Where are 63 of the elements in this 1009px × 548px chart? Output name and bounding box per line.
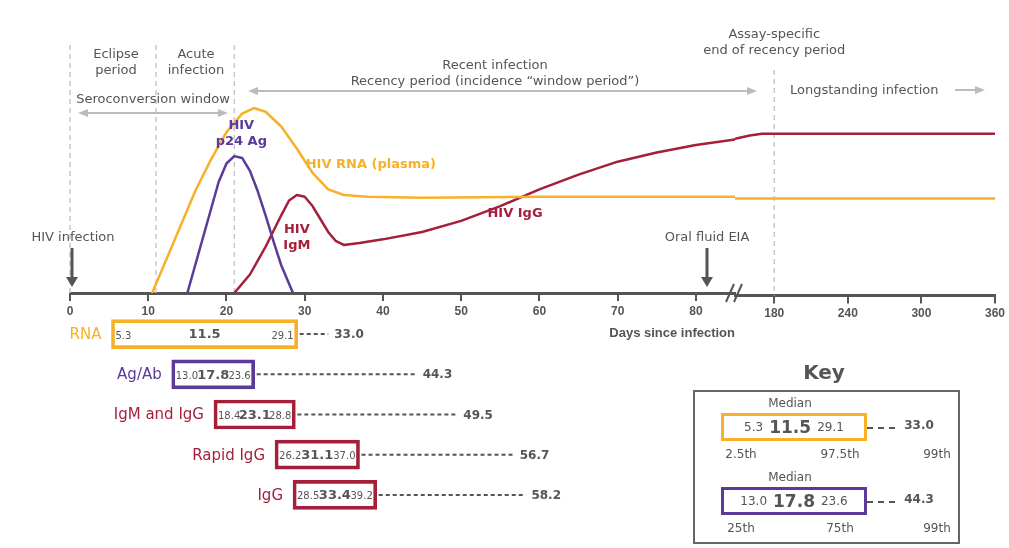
text: 99th [923,447,951,461]
y-tick-label: RNA [69,324,103,343]
text: 25th [727,521,755,535]
series-label: HIV IgG [487,204,543,220]
annotation: 37.0 [333,450,356,462]
annotation: 26.2 [279,450,302,462]
annotation: 44.3 [422,367,453,382]
x-tick-label: 240 [837,306,859,321]
text: 33.0 [904,418,934,432]
annotation: 5.3 [115,329,132,341]
x-tick-label: 30 [298,303,312,318]
x-tick-label: 20 [219,303,234,318]
x-tick-label: 10 [141,303,156,318]
legend-title: Key [803,360,845,384]
series-label: HIV RNA (plasma) [305,156,436,172]
y-tick-label: Rapid IgG [192,445,266,464]
text: 44.3 [904,492,934,506]
x-tick-label: 60 [532,303,547,318]
annotation: 13.0 [175,369,198,381]
ref-line-label: Assay-specific end of recency period [703,26,846,57]
annotation: 56.7 [519,447,550,462]
annotation: 33.0 [334,327,364,342]
text: Eclipse period [93,46,139,78]
x-tick-label: 40 [376,303,390,318]
x-tick-label: 300 [911,306,932,321]
y-tick-label: IgG [257,485,284,504]
sample-box: 5.3 11.5 29.1 [721,413,867,441]
text: Median [768,470,812,484]
annotation: 58.2 [531,488,562,503]
annotation: 17.8 [197,366,230,382]
x-tick-label: 360 [984,306,1006,321]
annotation: HIV infection [31,229,115,245]
y-tick-label: Ag/Ab [117,365,162,384]
text: Acute infection [167,46,225,78]
text: 99th [923,521,951,535]
series-label: HIV IgM [283,221,311,253]
x-axis-title: Days since infection [609,324,736,340]
x-tick-label: 80 [689,303,703,318]
annotation: 28.8 [269,410,292,422]
text: Median [768,396,812,410]
x-tick-label: 50 [454,303,469,318]
text: 97.5th [820,447,860,461]
text: Recent infection Recency period (incidence “window period”) [350,57,640,89]
annotation: 33.4 [318,487,351,503]
annotation: Oral fluid EIA [664,229,750,245]
text: 2.5th [725,447,757,461]
annotation: 23.6 [228,369,251,381]
sample-box: 13.0 17.8 23.6 [721,487,867,515]
annotation: 39.2 [350,490,373,502]
text: Seroconversion window [76,91,230,107]
annotation: 23.1 [238,406,271,422]
x-tick-label: 70 [610,303,625,318]
x-tick-label: 180 [764,306,785,321]
y-tick-label: IgM and IgG [113,405,204,424]
annotation: 28.5 [297,490,320,502]
annotation: 11.5 [188,326,221,342]
annotation: 18.4 [217,410,241,422]
annotation: 29.1 [271,329,294,341]
x-tick-label: 0 [66,303,74,318]
annotation: 49.5 [463,407,493,422]
annotation: 31.1 [301,447,334,463]
text: 75th [826,521,854,535]
text: Longstanding infection [790,82,939,98]
